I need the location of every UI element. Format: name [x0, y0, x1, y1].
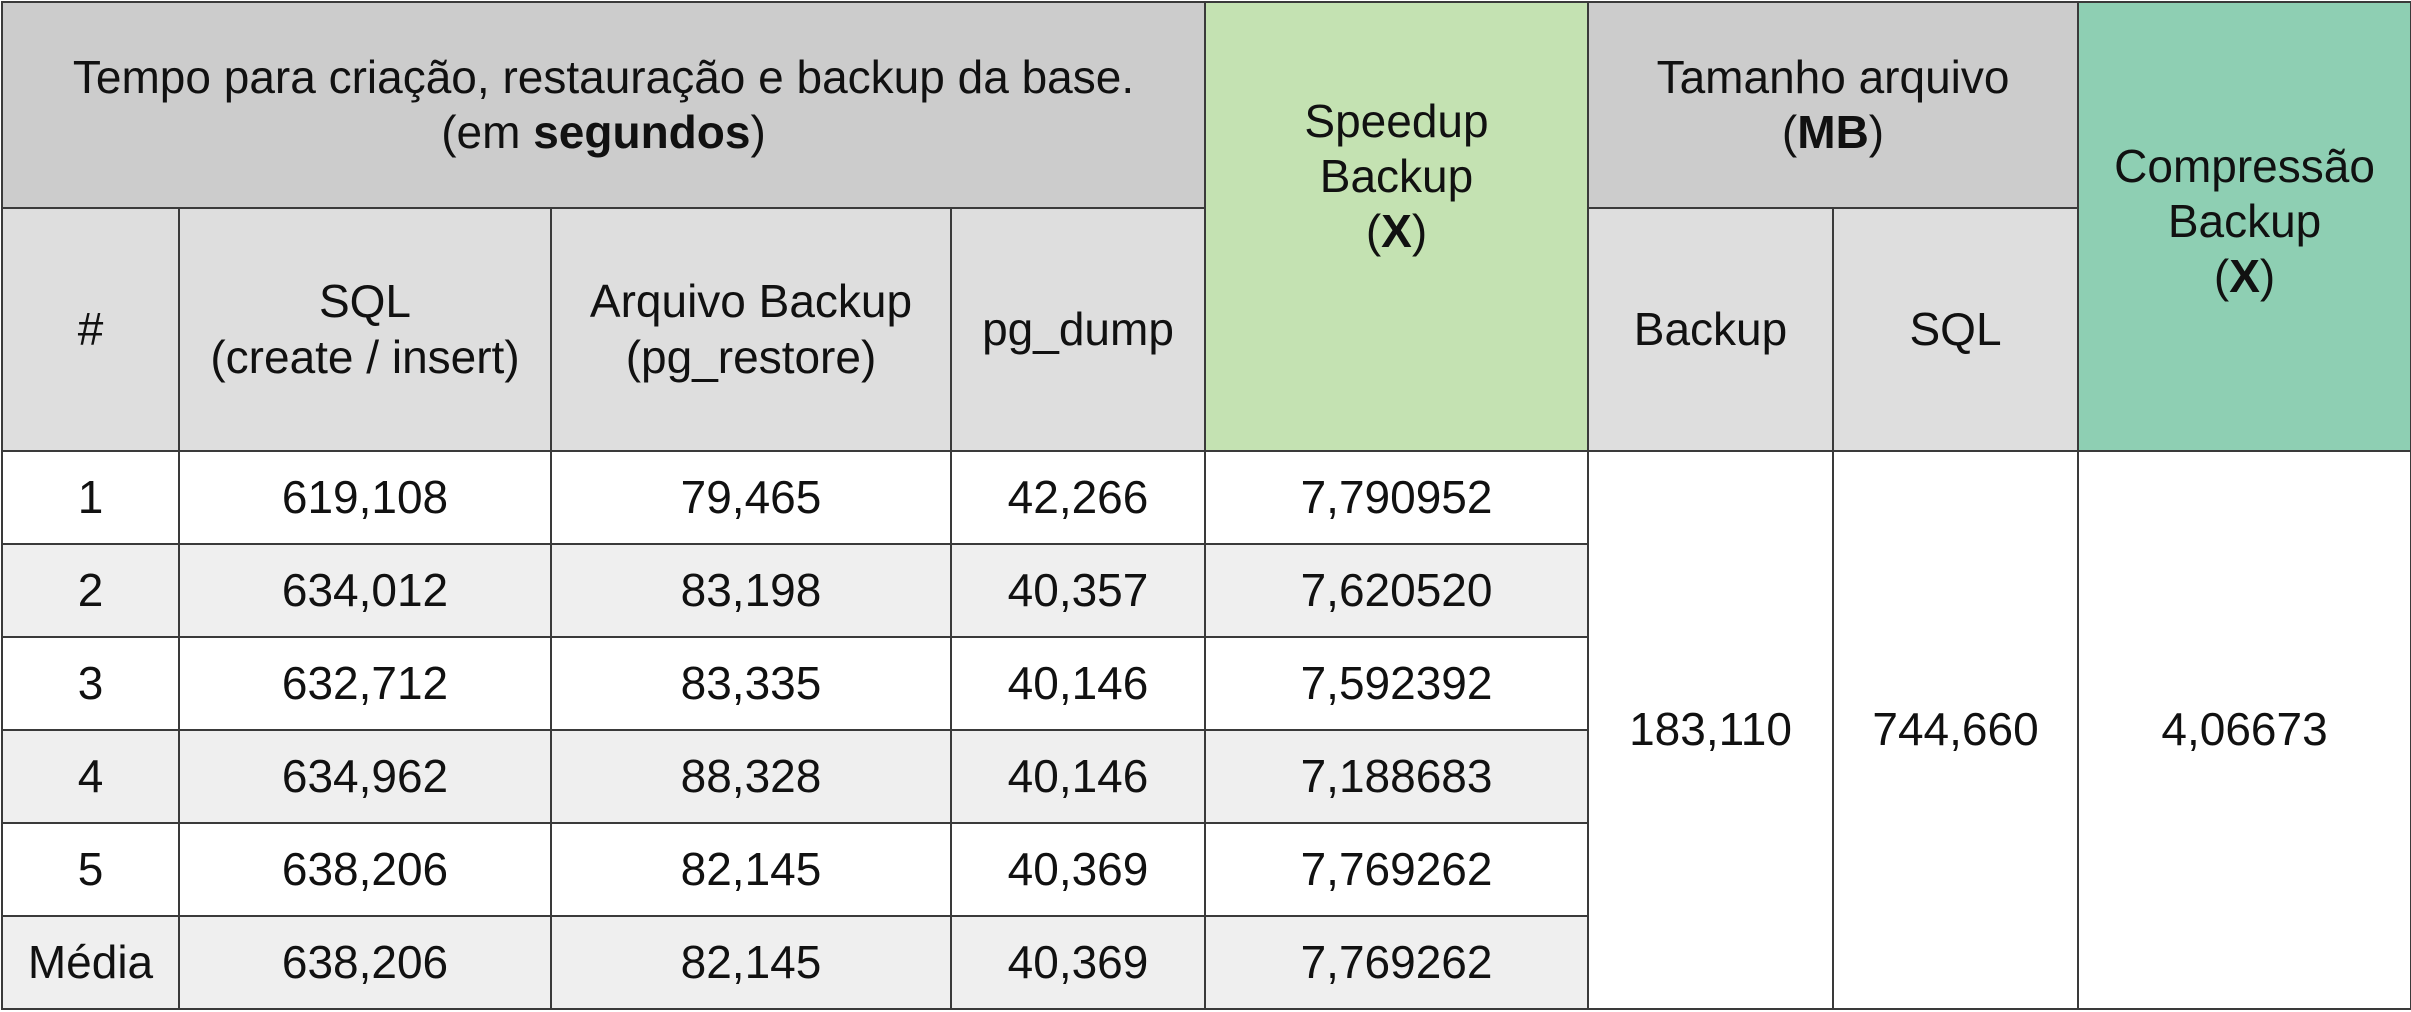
merged-size-sql: 744,660	[1832, 450, 2080, 1010]
cell-dump: 40,357	[949, 543, 1207, 638]
cell-num: 1	[1, 450, 180, 545]
time-group-title: Tempo para criação, restauração e backup…	[72, 50, 1135, 103]
cell-dump: 40,369	[949, 822, 1207, 917]
cell-dump: 40,146	[949, 636, 1207, 731]
cell-restore: 82,145	[550, 915, 952, 1010]
cell-sql: 638,206	[178, 915, 552, 1010]
table-row-average: Média 638,206 82,145 40,369 7,769262	[1, 915, 2411, 1010]
cell-num: 4	[1, 729, 180, 824]
header-row-2: # SQL (create / insert) Arquivo Backup (…	[1, 207, 2411, 452]
header-row-1: Tempo para criação, restauração e backup…	[0, 1, 2411, 452]
table-row: 2 634,012 83,198 40,357 7,620520	[1, 543, 2411, 638]
cell-speedup: 7,620520	[1204, 543, 1590, 638]
col-header-sql: SQL (create / insert)	[178, 207, 552, 452]
cell-num: Média	[1, 915, 180, 1010]
col-header-pgdump: pg_dump	[949, 207, 1207, 452]
cell-speedup: 7,790952	[1204, 450, 1590, 545]
table-row: 5 638,206 82,145 40,369 7,769262	[1, 822, 2411, 917]
cell-sql: 634,012	[178, 543, 552, 638]
col-header-size-backup: Backup	[1587, 207, 1835, 452]
cell-restore: 83,198	[550, 543, 952, 638]
cell-num: 3	[1, 636, 180, 731]
merged-compression: 4,06673	[2077, 450, 2411, 1010]
cell-restore: 79,465	[550, 450, 952, 545]
time-group-header: Tempo para criação, restauração e backup…	[0, 1, 1207, 209]
cell-dump: 42,266	[949, 450, 1207, 545]
cell-restore: 83,335	[550, 636, 952, 731]
speedup-header: Speedup Backup (X)	[1204, 1, 1590, 452]
cell-sql: 638,206	[178, 822, 552, 917]
cell-sql: 632,712	[178, 636, 552, 731]
compression-header: Compressão Backup (X)	[2077, 1, 2411, 452]
col-header-size-sql: SQL	[1832, 207, 2080, 452]
cell-sql: 619,108	[178, 450, 552, 545]
table-row: 4 634,962 88,328 40,146 7,188683	[1, 729, 2411, 824]
cell-num: 2	[1, 543, 180, 638]
table-row: 1 619,108 79,465 42,266 7,790952 183,110…	[1, 450, 2411, 1010]
time-group-unit: (em segundos)	[441, 106, 766, 158]
cell-restore: 88,328	[550, 729, 952, 824]
cell-speedup: 7,769262	[1204, 822, 1590, 917]
cell-dump: 40,146	[949, 729, 1207, 824]
cell-sql: 634,962	[178, 729, 552, 824]
col-header-num: #	[1, 207, 180, 452]
table-row: 3 632,712 83,335 40,146 7,592392	[1, 636, 2411, 731]
col-header-restore: Arquivo Backup (pg_restore)	[550, 207, 952, 452]
size-group-header: Tamanho arquivo (MB)	[1587, 1, 2080, 209]
cell-dump: 40,369	[949, 915, 1207, 1010]
merged-size-backup: 183,110	[1587, 450, 1835, 1010]
cell-speedup: 7,592392	[1204, 636, 1590, 731]
cell-num: 5	[1, 822, 180, 917]
cell-speedup: 7,769262	[1204, 915, 1590, 1010]
cell-speedup: 7,188683	[1204, 729, 1590, 824]
cell-restore: 82,145	[550, 822, 952, 917]
